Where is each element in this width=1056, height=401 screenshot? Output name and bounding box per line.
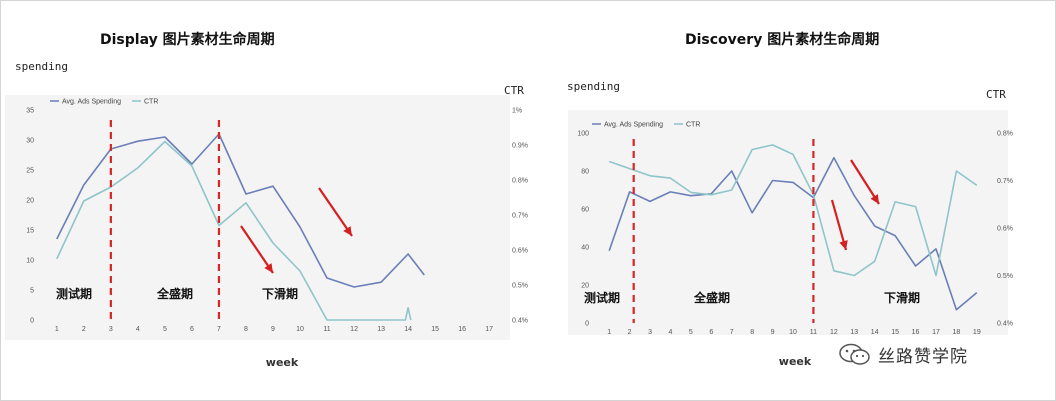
display-y-tick-label: 10 [26,258,34,265]
discovery-y2-tick-label: 0.4% [997,321,1013,328]
discovery-x-tick-label: 15 [891,329,899,336]
watermark: 丝路赞学院 [838,343,968,367]
display-x-tick-label: 4 [136,326,140,333]
display-x-tick-label: 12 [350,326,358,333]
discovery-x-tick-label: 11 [810,329,817,336]
display-panel: Display 图片素材生命周期 spending CTR 0 5 10 15 20 25… [5,32,528,369]
display-x-tick-label: 9 [271,326,275,333]
discovery-x-tick-label: 13 [850,329,858,336]
discovery-x-tick-label: 6 [709,329,713,336]
display-x-tick-label: 6 [190,326,194,333]
discovery-x-tick-label: 19 [973,329,981,336]
discovery-x-tick-label: 9 [771,329,775,336]
display-y-right-label: CTR [504,84,524,97]
discovery-x-tick-label: 16 [912,329,920,336]
discovery-phase-label: 下滑期 [884,290,920,305]
discovery-ctr-line [608,144,978,277]
display-trend-arrow-head [343,226,352,236]
display-phase-label: 全盛期 [156,286,193,301]
display-trend-arrow-head [264,263,273,273]
display-y-tick-label: 25 [26,168,34,175]
discovery-x-tick-label: 12 [830,329,838,336]
display-x-tick-label: 16 [458,326,466,333]
discovery-y-left-label: spending [567,80,620,93]
discovery-panel: Discovery 图片素材生命周期 spending CTR 0 20 40 60 8… [540,0,1056,401]
watermark-text: 丝路赞学院 [878,346,968,367]
display-x-tick-label: 15 [431,326,439,333]
discovery-x-tick-label: 3 [648,329,652,336]
display-y-tick-label: 15 [26,228,34,235]
display-x-tick-label: 3 [109,326,113,333]
discovery-legend-spending-label: Avg. Ads Spending [604,122,663,129]
discovery-x-tick-label: 1 [607,329,611,336]
display-y-tick-label: 5 [30,288,34,295]
discovery-y2-tick-label: 0.5% [997,273,1013,280]
display-x-axis-label: week [266,356,299,369]
display-x-tick-label: 1 [55,326,59,333]
display-y2-tick-label: 1% [512,108,522,115]
discovery-x-tick-label: 5 [689,329,693,336]
display-x-tick-label: 8 [244,326,248,333]
display-chart-svg: 051015202530350.4%0.5%0.6%0.7%0.8%0.9%1%… [5,95,528,369]
display-y2-tick-label: 0.4% [512,318,528,325]
discovery-y2-tick-label: 0.8% [997,131,1013,138]
display-y-tick-label: 35 [26,108,34,115]
display-x-tick-label: 2 [82,326,86,333]
display-y2-tick-label: 0.9% [512,143,528,150]
discovery-phase-label: 测试期 [584,290,620,305]
display-chart-title: Display 图片素材生命周期 [100,32,275,48]
display-y-tick-label: 30 [26,138,34,145]
discovery-x-tick-label: 4 [668,329,672,336]
display-spending-line [56,133,425,288]
discovery-y-tick-label: 60 [581,207,589,214]
discovery-x-tick-label: 7 [730,329,734,336]
display-legend-ctr-label: CTR [144,99,158,106]
discovery-plot-background [568,110,1008,335]
display-x-tick-label: 13 [377,326,385,333]
display-x-tick-label: 5 [163,326,167,333]
discovery-spending-line [608,156,978,311]
display-plot-background [5,95,510,340]
display-x-tick-label: 11 [323,326,330,333]
display-y-tick-label: 20 [26,198,34,205]
display-trend-arrow [318,187,353,237]
discovery-phase-label: 全盛期 [693,290,730,305]
display-x-tick-label: 7 [217,326,221,333]
discovery-x-tick-label: 14 [871,329,879,336]
discovery-x-tick-label: 2 [628,329,632,336]
discovery-y-tick-label: 0 [585,321,589,328]
discovery-y2-tick-label: 0.6% [997,226,1013,233]
discovery-y-right-label: CTR [986,88,1006,101]
discovery-y-tick-label: 100 [577,131,589,138]
display-x-tick-label: 10 [296,326,304,333]
display-legend-spending-label: Avg. Ads Spending [62,99,121,106]
display-y2-tick-label: 0.8% [512,178,528,185]
discovery-y2-tick-label: 0.7% [997,178,1013,185]
discovery-x-tick-label: 18 [953,329,961,336]
discovery-x-tick-label: 8 [750,329,754,336]
discovery-x-tick-label: 17 [932,329,940,336]
display-x-tick-label: 14 [404,326,412,333]
display-y2-tick-label: 0.7% [512,213,528,220]
display-y2-tick-label: 0.5% [512,283,528,290]
discovery-y-tick-label: 80 [581,169,589,176]
discovery-trend-arrow-head [839,240,848,250]
discovery-trend-arrow-head [870,194,879,204]
display-ctr-line [56,140,412,321]
discovery-chart-title: Discovery 图片素材生命周期 [685,32,880,48]
display-x-tick-label: 17 [485,326,493,333]
discovery-legend-ctr-label: CTR [686,122,700,129]
discovery-x-axis-label: week [779,355,812,368]
display-phase-label: 下滑期 [262,286,298,301]
wechat-icon [839,343,870,365]
display-phase-label: 测试期 [56,286,92,301]
display-y2-tick-label: 0.6% [512,248,528,255]
display-y-tick-label: 0 [30,318,34,325]
discovery-y-tick-label: 40 [581,245,589,252]
display-trend-arrow [240,225,274,274]
display-y-left-label: spending [15,60,68,73]
discovery-y-tick-label: 20 [581,283,589,290]
discovery-x-tick-label: 10 [789,329,797,336]
